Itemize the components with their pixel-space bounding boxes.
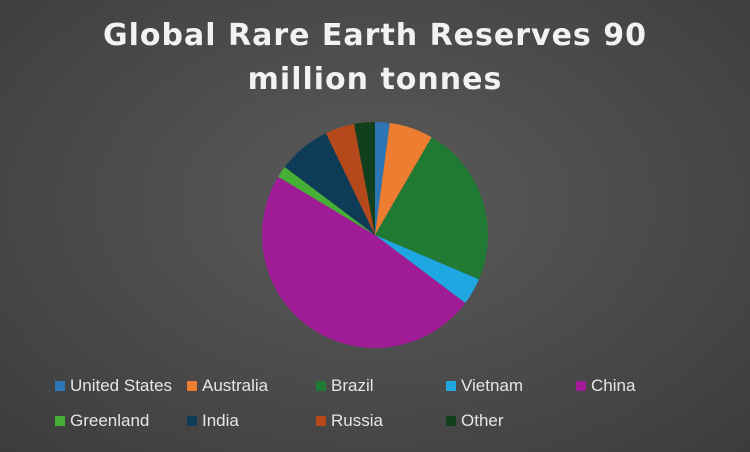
chart-title-line-1: Global Rare Earth Reserves 90 <box>103 18 647 53</box>
chart-title-line-2: million tonnes <box>247 62 503 97</box>
pie-slice-russia <box>325 123 375 235</box>
pie-slice-greenland <box>278 167 375 235</box>
pie-slice-brazil <box>375 137 489 280</box>
pie-slice-vietnam <box>375 235 479 303</box>
chart-title: Global Rare Earth Reserves 90 million to… <box>0 14 750 102</box>
pie-slice-other <box>354 122 375 235</box>
pie-slice-china <box>262 176 466 348</box>
pie-slices <box>262 122 489 348</box>
pie-slice-india <box>284 133 375 235</box>
pie-slice-united-states <box>375 122 390 235</box>
pie-slice-australia <box>375 122 432 235</box>
